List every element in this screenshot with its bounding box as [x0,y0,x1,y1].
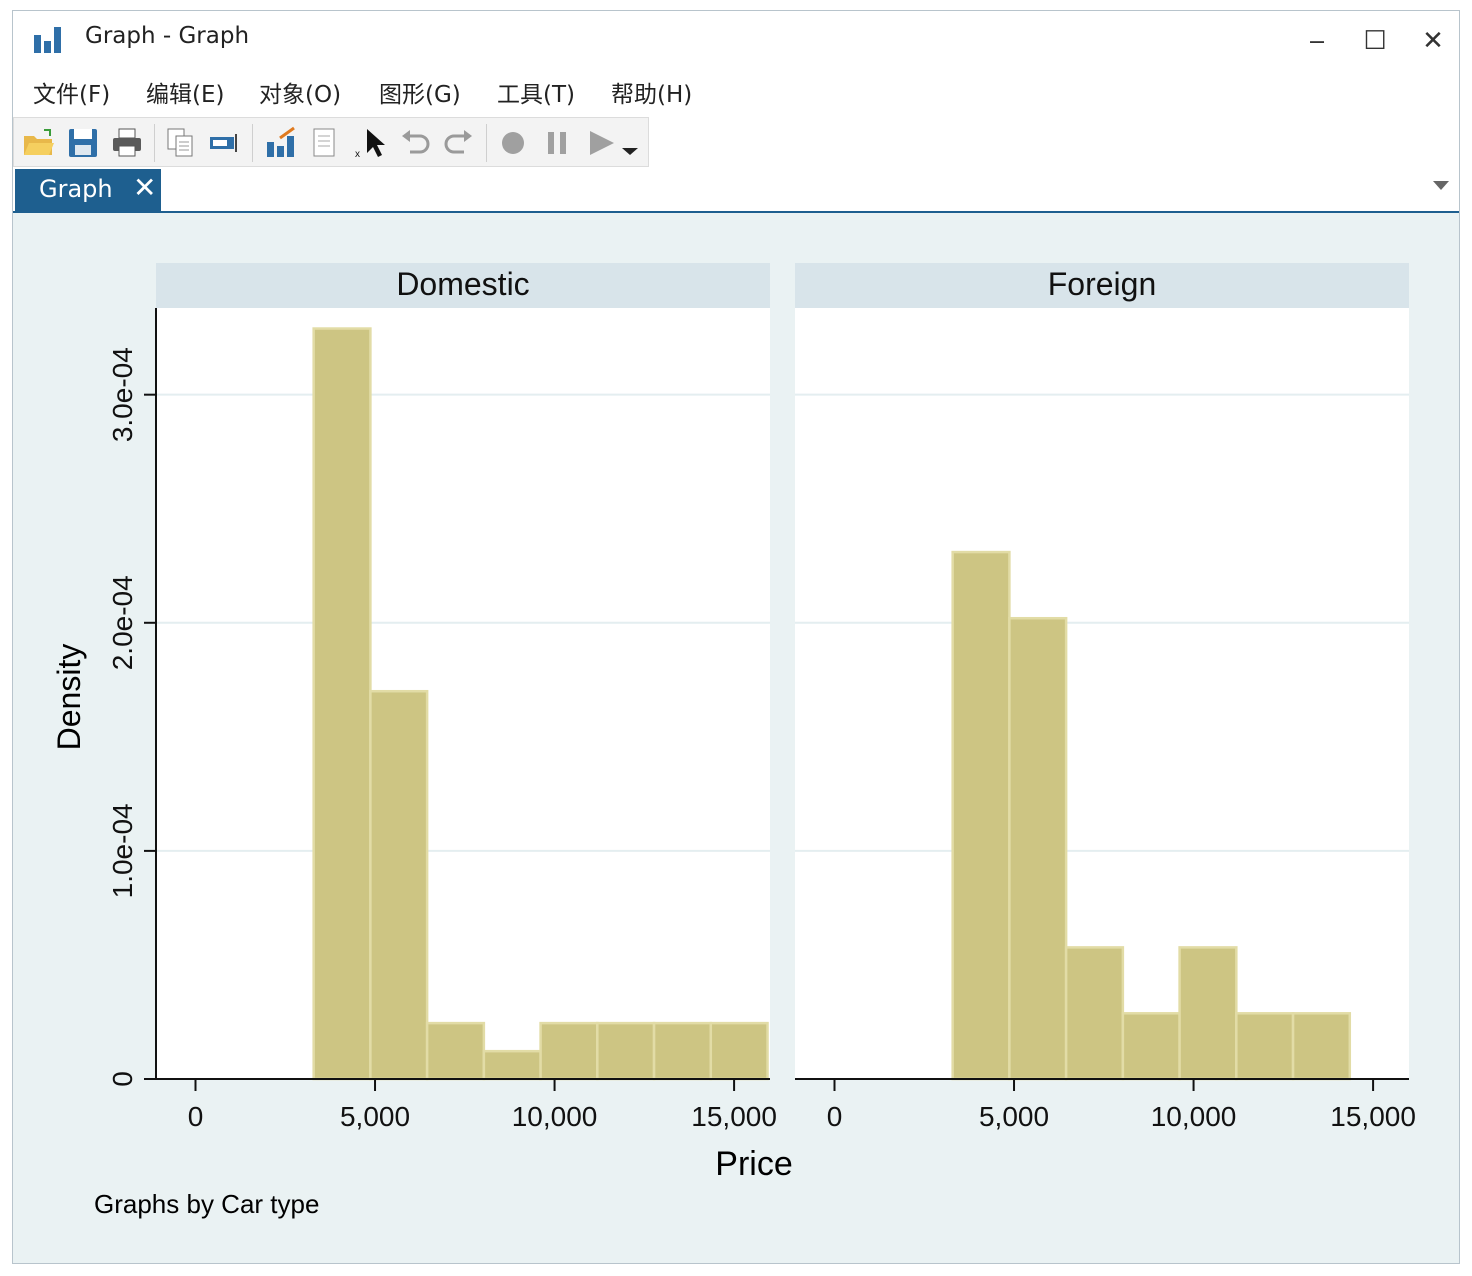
x-tick-label: 15,000 [691,1101,777,1132]
x-tick-label: 15,000 [1330,1101,1416,1132]
tab-bar: Graph ✕ [13,169,1459,213]
x-tick-label: 5,000 [979,1101,1049,1132]
menu-help[interactable]: 帮助(H) [611,82,693,108]
x-tick-label: 5,000 [340,1101,410,1132]
plot-region [156,308,770,1079]
save-icon[interactable] [66,126,100,160]
histogram-bar [1008,616,1068,1081]
x-tick-label: 10,000 [512,1101,598,1132]
panel-header [156,263,770,308]
x-tick-label: 0 [188,1101,204,1132]
graph-area: Domestic 0 5,000 10,000 15,000 0 1.0e-04 2.0e-0… [13,213,1459,1263]
dropdown-icon[interactable] [618,126,642,160]
pointer-icon[interactable]: x [352,126,386,160]
graphs-by-note: Graphs by Car type [94,1189,319,1219]
tab-graph[interactable]: Graph ✕ [15,169,161,211]
menu-edit[interactable]: 编辑(E) [146,82,225,108]
histogram-chart: Domestic 0 5,000 10,000 15,000 0 1.0e-04 2.0e-0… [51,263,1416,1219]
histogram-bar [596,1021,656,1081]
histogram-bar [539,1021,599,1081]
maximize-button[interactable]: ☐ [1363,26,1387,56]
x-axis-label: Price [715,1145,792,1183]
redo-icon[interactable] [442,126,476,160]
menu-graph[interactable]: 图形(G) [379,82,461,108]
histogram-bar [1064,946,1125,1081]
panel-title: Domestic [396,266,529,302]
rename-icon[interactable] [208,126,242,160]
y-axis-label: Density [51,644,87,751]
pause-icon[interactable] [540,126,574,160]
y-tick-label: 2.0e-04 [107,575,138,670]
y-tick-label: 1.0e-04 [107,803,138,898]
tab-list-dropdown-icon[interactable] [1433,181,1449,190]
graph-app-icon [34,27,61,53]
title-bar: Graph - Graph ‒ ☐ ✕ [13,11,1459,69]
play-icon[interactable] [584,126,618,160]
menu-bar: 文件(F) 编辑(E) 对象(O) 图形(G) 工具(T) 帮助(H) [13,69,1459,115]
histogram-bar [312,327,372,1081]
menu-tools[interactable]: 工具(T) [497,82,575,108]
menu-object[interactable]: 对象(O) [259,82,342,108]
histogram-bar [1235,1012,1295,1081]
histogram-bar [652,1021,713,1081]
print-icon[interactable] [110,126,144,160]
histogram-bar [1121,1012,1181,1081]
histogram-bar [425,1021,486,1081]
undo-icon[interactable] [398,126,432,160]
menu-file[interactable]: 文件(F) [33,82,111,108]
graph-window: Graph - Graph ‒ ☐ ✕ 文件(F) 编辑(E) 对象(O) 图形… [12,10,1460,1264]
open-folder-icon[interactable] [22,126,56,160]
toolbar: x [13,117,649,167]
histogram-bar [709,1021,769,1081]
close-button[interactable]: ✕ [1422,26,1444,56]
histogram-bar [1178,946,1238,1081]
panel-header [795,263,1409,308]
histogram-bar [369,689,429,1081]
properties-icon[interactable] [308,126,342,160]
y-tick-label: 3.0e-04 [107,347,138,442]
record-icon[interactable] [496,126,530,160]
tab-close-icon[interactable]: ✕ [133,171,157,204]
y-tick-label: 0 [107,1071,138,1087]
panel-title: Foreign [1048,266,1157,302]
minimize-button[interactable]: ‒ [1308,26,1326,56]
histogram-bar [1291,1012,1352,1081]
histogram-bar [482,1049,542,1081]
tab-label: Graph [39,175,113,203]
copy-icon[interactable] [164,126,198,160]
window-title: Graph - Graph [85,23,250,49]
graph-editor-icon[interactable] [264,126,298,160]
svg-text:x: x [355,149,360,160]
x-tick-label: 0 [827,1101,843,1132]
histogram-bar [951,550,1011,1081]
x-tick-label: 10,000 [1151,1101,1237,1132]
